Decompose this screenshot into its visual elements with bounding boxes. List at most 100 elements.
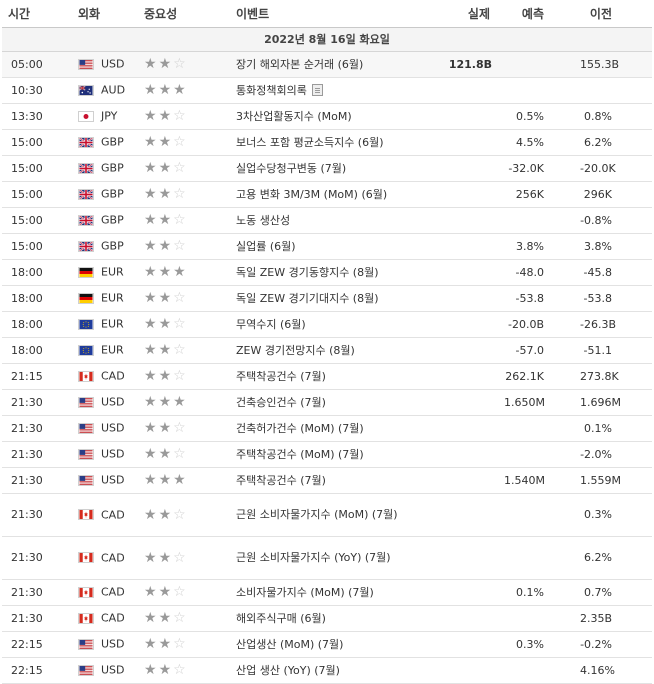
event-row[interactable]: 18:00 EUR ★★☆ 무역수지 (6월) -20.0B -26.3B xyxy=(2,311,652,338)
event-name[interactable]: 장기 해외자본 순거래 (6월) xyxy=(236,57,364,71)
event-name[interactable]: 독일 ZEW 경기기대지수 (8월) xyxy=(236,291,379,305)
star-filled-icon: ★ xyxy=(144,108,159,124)
event-name-cell[interactable]: 독일 ZEW 경기기대지수 (8월) xyxy=(230,285,418,312)
event-previous: -0.2% xyxy=(574,631,652,658)
event-currency: USD xyxy=(101,473,125,487)
event-name[interactable]: 노동 생산성 xyxy=(236,213,291,227)
event-time: 21:30 xyxy=(2,493,72,537)
event-row[interactable]: 21:30 USD ★★★ 건축승인건수 (7월) 1.650M 1.696M xyxy=(2,389,652,416)
event-name[interactable]: 주택착공건수 (MoM) (7월) xyxy=(236,447,364,461)
event-name-cell[interactable]: 보너스 포함 평균소득지수 (6월) xyxy=(230,129,418,156)
event-actual xyxy=(418,415,498,442)
event-name-cell[interactable]: 주택착공건수 (MoM) (7월) xyxy=(230,441,418,468)
event-name-cell[interactable]: ZEW 경기전망지수 (8월) xyxy=(230,337,418,364)
event-name-cell[interactable]: 독일 ZEW 경기동향지수 (8월) xyxy=(230,259,418,286)
col-previous[interactable]: 이전 xyxy=(574,0,652,28)
event-name[interactable]: 실업률 (6월) xyxy=(236,239,296,253)
event-row[interactable]: 18:00 EUR ★★☆ 독일 ZEW 경기기대지수 (8월) -53.8 -53.8 xyxy=(2,285,652,312)
event-name[interactable]: 건축허가건수 (MoM) (7월) xyxy=(236,421,364,435)
col-importance[interactable]: 중요성 xyxy=(138,0,230,28)
event-row[interactable]: 21:30 USD ★★☆ 주택착공건수 (MoM) (7월) -2.0% xyxy=(2,441,652,468)
event-importance: ★★☆ xyxy=(138,536,230,580)
event-name[interactable]: 소비자물가지수 (MoM) (7월) xyxy=(236,585,374,599)
event-name[interactable]: 산업생산 (MoM) (7월) xyxy=(236,637,344,651)
event-row[interactable]: 21:30 USD ★★★ 주택착공건수 (7월) 1.540M 1.559M xyxy=(2,467,652,494)
event-row[interactable]: 21:30 USD ★★☆ 건축허가건수 (MoM) (7월) 0.1% xyxy=(2,415,652,442)
event-name[interactable]: 근원 소비자물가지수 (MoM) (7월) xyxy=(236,508,398,521)
event-previous: 0.3% xyxy=(574,493,652,537)
event-previous: 0.8% xyxy=(574,103,652,130)
event-name-cell[interactable]: 건축승인건수 (7월) xyxy=(230,389,418,416)
event-name[interactable]: 건축승인건수 (7월) xyxy=(236,395,326,409)
event-row[interactable]: 21:30 CAD ★★☆ 소비자물가지수 (MoM) (7월) 0.1% 0.7% xyxy=(2,579,652,606)
gb-flag-icon xyxy=(78,162,94,174)
event-importance: ★★☆ xyxy=(138,181,230,208)
col-event[interactable]: 이벤트 xyxy=(230,0,418,28)
event-name-cell[interactable]: 근원 소비자물가지수 (MoM) (7월) xyxy=(230,493,418,537)
event-name-cell[interactable]: 주택착공건수 (7월) xyxy=(230,363,418,390)
event-forecast: -48.0 xyxy=(498,259,574,286)
event-name-cell[interactable]: 해외주식구매 (6월) xyxy=(230,605,418,632)
event-row[interactable]: 13:30 JPY ★★☆ 3차산업활동지수 (MoM) 0.5% 0.8% xyxy=(2,103,652,130)
event-previous: -53.8 xyxy=(574,285,652,312)
event-row[interactable]: 05:00 USD ★★☆ 장기 해외자본 순거래 (6월) 121.8B 155.3B xyxy=(2,51,652,78)
event-name-cell[interactable]: 고용 변화 3M/3M (MoM) (6월) xyxy=(230,181,418,208)
event-row[interactable]: 21:30 CAD ★★☆ 근원 소비자물가지수 (MoM) (7월) 0.3% xyxy=(2,493,652,537)
event-name[interactable]: 보너스 포함 평균소득지수 (6월) xyxy=(236,135,384,149)
event-name-cell[interactable]: 통화정책회의록 xyxy=(230,77,418,104)
col-currency[interactable]: 외화 xyxy=(72,0,138,28)
event-currency-cell: CAD xyxy=(72,493,138,537)
event-row[interactable]: 22:15 USD ★★☆ 산업생산 (MoM) (7월) 0.3% -0.2% xyxy=(2,631,652,658)
event-name-cell[interactable]: 실업률 (6월) xyxy=(230,233,418,260)
event-name-cell[interactable]: 실업수당청구변동 (7월) xyxy=(230,155,418,182)
event-row[interactable]: 22:15 USD ★★☆ 산업 생산 (YoY) (7월) 4.16% xyxy=(2,657,652,684)
event-name[interactable]: ZEW 경기전망지수 (8월) xyxy=(236,343,355,357)
event-name[interactable]: 통화정책회의록 xyxy=(236,83,307,97)
event-time: 18:00 xyxy=(2,259,72,286)
event-name[interactable]: 무역수지 (6월) xyxy=(236,317,306,331)
event-row[interactable]: 21:30 CAD ★★☆ 근원 소비자물가지수 (YoY) (7월) 6.2% xyxy=(2,536,652,580)
event-name-cell[interactable]: 3차산업활동지수 (MoM) xyxy=(230,103,418,130)
event-name-cell[interactable]: 산업생산 (MoM) (7월) xyxy=(230,631,418,658)
event-name-cell[interactable]: 주택착공건수 (7월) xyxy=(230,467,418,494)
event-name-cell[interactable]: 노동 생산성 xyxy=(230,207,418,234)
document-icon[interactable] xyxy=(311,83,323,96)
event-name-cell[interactable]: 소비자물가지수 (MoM) (7월) xyxy=(230,579,418,606)
col-actual[interactable]: 실제 xyxy=(418,0,498,28)
event-row[interactable]: 15:00 GBP ★★☆ 실업수당청구변동 (7월) -32.0K -20.0K xyxy=(2,155,652,182)
event-name[interactable]: 산업 생산 (YoY) (7월) xyxy=(236,663,340,677)
event-time: 21:30 xyxy=(2,579,72,606)
header-row: 시간 외화 중요성 이벤트 실제 예측 이전 xyxy=(2,0,652,28)
event-name-cell[interactable]: 건축허가건수 (MoM) (7월) xyxy=(230,415,418,442)
event-currency: CAD xyxy=(101,551,125,565)
event-row[interactable]: 15:00 GBP ★★☆ 고용 변화 3M/3M (MoM) (6월) 256K 296… xyxy=(2,181,652,208)
event-name[interactable]: 실업수당청구변동 (7월) xyxy=(236,161,347,175)
event-row[interactable]: 15:00 GBP ★★☆ 보너스 포함 평균소득지수 (6월) 4.5% 6.2% xyxy=(2,129,652,156)
event-row[interactable]: 21:30 CAD ★★☆ 해외주식구매 (6월) 2.35B xyxy=(2,605,652,632)
star-empty-icon: ☆ xyxy=(173,56,188,72)
col-time[interactable]: 시간 xyxy=(2,0,72,28)
event-name-cell[interactable]: 장기 해외자본 순거래 (6월) xyxy=(230,51,418,78)
event-previous: 6.2% xyxy=(574,536,652,580)
event-row[interactable]: 18:00 EUR ★★☆ ZEW 경기전망지수 (8월) -57.0 -51.1 xyxy=(2,337,652,364)
event-row[interactable]: 21:15 CAD ★★☆ 주택착공건수 (7월) 262.1K 273.8K xyxy=(2,363,652,390)
event-name-cell[interactable]: 무역수지 (6월) xyxy=(230,311,418,338)
event-row[interactable]: 18:00 EUR ★★★ 독일 ZEW 경기동향지수 (8월) -48.0 -45.8 xyxy=(2,259,652,286)
event-name[interactable]: 고용 변화 3M/3M (MoM) (6월) xyxy=(236,187,388,201)
event-name[interactable]: 독일 ZEW 경기동향지수 (8월) xyxy=(236,265,379,279)
star-filled-icon: ★ xyxy=(158,420,174,436)
event-name[interactable]: 3차산업활동지수 (MoM) xyxy=(236,109,352,123)
event-row[interactable]: 15:00 GBP ★★☆ 실업률 (6월) 3.8% 3.8% xyxy=(2,233,652,260)
event-name-cell[interactable]: 산업 생산 (YoY) (7월) xyxy=(230,657,418,684)
event-name[interactable]: 주택착공건수 (7월) xyxy=(236,369,326,383)
event-name[interactable]: 근원 소비자물가지수 (YoY) (7월) xyxy=(236,551,391,564)
event-importance: ★★☆ xyxy=(138,441,230,468)
event-name[interactable]: 주택착공건수 (7월) xyxy=(236,473,326,487)
event-row[interactable]: 10:30 AUD ★★★ 통화정책회의록 xyxy=(2,77,652,104)
event-previous: 296K xyxy=(574,181,652,208)
event-name[interactable]: 해외주식구매 (6월) xyxy=(236,611,326,625)
event-name-cell[interactable]: 근원 소비자물가지수 (YoY) (7월) xyxy=(230,536,418,580)
col-forecast[interactable]: 예측 xyxy=(498,0,574,28)
event-row[interactable]: 15:00 GBP ★★☆ 노동 생산성 -0.8% xyxy=(2,207,652,234)
